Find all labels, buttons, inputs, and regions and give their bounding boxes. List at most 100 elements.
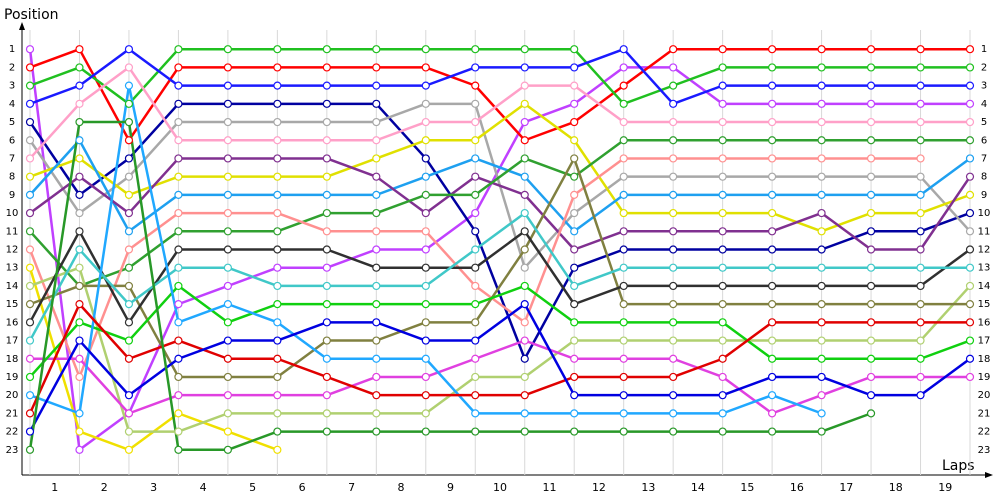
x-tick-label: 7 [348,481,355,494]
point [817,81,826,90]
point [718,245,727,254]
point [273,154,282,163]
point [866,245,876,254]
point [471,117,480,127]
point [273,354,282,363]
point [372,63,381,72]
point [619,354,628,363]
point [471,190,480,199]
point [25,409,35,418]
point [75,409,84,418]
y-tick-label-right: 17 [978,336,991,347]
point [866,227,876,236]
point [520,99,529,108]
point [471,227,480,236]
point [223,99,232,108]
y-tick-label: 10 [6,208,19,219]
y-tick-label-right: 2 [981,62,987,73]
point [570,81,579,90]
point [322,281,331,291]
point [718,208,727,218]
point [322,354,331,363]
point [817,263,826,272]
point [669,172,678,181]
point [174,227,183,236]
point [372,409,381,418]
point [619,409,628,418]
point [916,63,925,72]
point [421,190,430,199]
point [223,427,232,436]
point [25,81,35,90]
series-line [29,284,971,378]
point [916,354,925,363]
point [916,172,925,181]
series-line [28,230,971,324]
point [520,172,529,181]
point [174,281,183,291]
point [421,300,430,309]
point [75,263,84,272]
point [718,372,727,382]
y-tick-label: 8 [9,172,15,183]
point [520,245,529,254]
x-tick-label: 11 [542,481,556,494]
point [768,45,777,54]
point [965,336,975,345]
point [866,63,876,72]
x-tick-label: 12 [592,481,606,494]
point [866,336,876,345]
point [817,136,826,145]
point [372,336,381,345]
point [273,227,282,236]
point [372,263,381,272]
point [471,372,480,382]
point [372,136,381,145]
point [174,445,183,454]
y-tick-label-right: 15 [978,299,991,310]
y-tick-label-right: 14 [978,281,991,292]
point [817,245,826,254]
point [471,281,480,291]
point [768,281,777,291]
point [273,300,282,309]
point [866,263,876,272]
point [124,154,134,163]
point [322,117,331,127]
point [421,172,430,181]
point [965,81,975,90]
series-line [29,47,970,142]
point [520,227,529,236]
point [768,172,777,181]
point [421,136,430,145]
point [124,190,134,199]
point [570,336,579,345]
point [273,99,282,108]
series-line [29,102,971,233]
point [619,391,628,400]
point [866,45,876,54]
point [817,172,826,181]
point [223,172,232,181]
point [174,154,183,163]
point [273,391,282,400]
x-tick-label: 17 [839,481,853,494]
point [817,391,826,400]
point [768,372,777,382]
point [916,372,925,382]
point [421,245,430,254]
point [619,208,628,218]
x-tick-label: 18 [889,481,903,494]
point [471,318,480,327]
point [322,263,331,272]
x-tick-label: 10 [493,481,507,494]
point [619,136,628,145]
point [124,117,134,127]
point [768,409,777,418]
point [124,45,134,54]
point [273,336,282,345]
point [718,227,727,236]
point [619,99,628,108]
point [866,81,876,90]
